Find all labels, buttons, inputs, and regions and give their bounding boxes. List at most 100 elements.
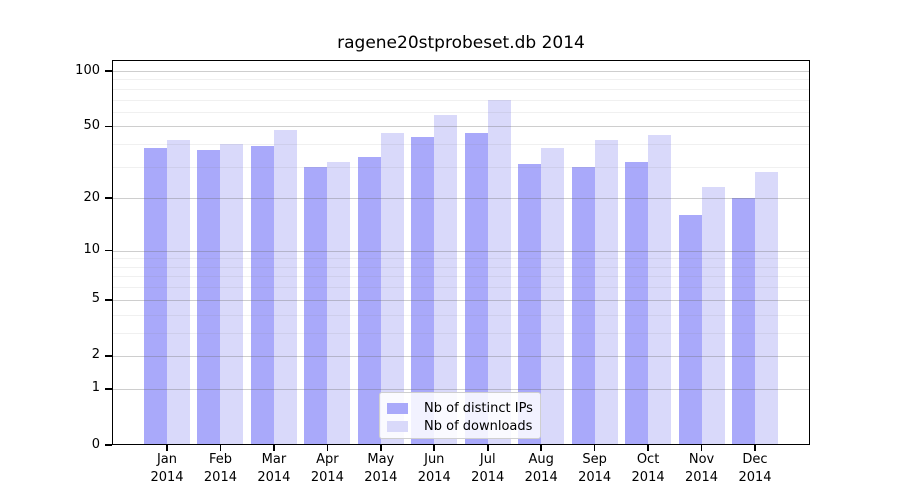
x-tick-mark-aug bbox=[540, 445, 542, 451]
bar-distinct-ips-mar bbox=[250, 146, 274, 445]
y-gridline-minor-40 bbox=[113, 144, 809, 146]
bar-downloads-may bbox=[380, 132, 404, 445]
bar-downloads-apr bbox=[327, 161, 351, 445]
x-label-year: 2014 bbox=[738, 469, 772, 485]
y-tick-mark-10 bbox=[105, 249, 112, 252]
plot-frame bbox=[112, 60, 810, 445]
y-gridline-minor-4 bbox=[113, 314, 809, 316]
x-label-year: 2014 bbox=[257, 469, 291, 485]
y-gridline-minor-8 bbox=[113, 266, 809, 268]
x-label-year: 2014 bbox=[471, 469, 505, 485]
x-label-year: 2014 bbox=[684, 469, 719, 485]
x-tick-mark-feb bbox=[219, 445, 222, 451]
bar-distinct-ips-aug bbox=[518, 164, 542, 445]
bar-distinct-ips-dec bbox=[732, 198, 755, 445]
bar-downloads-jul bbox=[487, 99, 511, 445]
y-gridline-minor-6 bbox=[113, 287, 809, 289]
x-tick-mark-jan bbox=[166, 445, 168, 451]
bar-distinct-ips-nov bbox=[678, 215, 702, 445]
x-axis-label-dec: Dec 2014 bbox=[723, 451, 787, 486]
x-axis-label-may: May 2014 bbox=[349, 451, 413, 486]
x-axis-label-feb: Feb 2014 bbox=[188, 451, 252, 486]
y-gridline-minor-30 bbox=[113, 166, 809, 168]
bar-distinct-ips-jan bbox=[144, 148, 167, 445]
y-tick-mark-20 bbox=[105, 197, 112, 200]
x-label-month: Sep bbox=[582, 452, 607, 467]
x-axis-label-apr: Apr 2014 bbox=[295, 451, 359, 486]
bar-downloads-aug bbox=[541, 148, 565, 445]
x-label-month: Jul bbox=[479, 452, 496, 467]
x-label-month: Jun bbox=[424, 452, 445, 467]
x-label-month: Dec bbox=[742, 452, 768, 467]
x-label-month: Aug bbox=[528, 452, 554, 467]
chart-title: ragene20stprobeset.db 2014 bbox=[337, 33, 585, 53]
bar-distinct-ips-oct bbox=[625, 161, 649, 445]
bar-distinct-ips-apr bbox=[304, 166, 328, 445]
bar-distinct-ips-jun bbox=[411, 136, 435, 445]
y-gridline-minor-80 bbox=[113, 88, 809, 90]
x-label-month: Nov bbox=[688, 452, 715, 467]
y-gridline-10 bbox=[113, 250, 809, 252]
x-axis-label-oct: Oct 2014 bbox=[616, 451, 680, 486]
x-axis-label-nov: Nov 2014 bbox=[670, 451, 734, 486]
x-tick-mark-apr bbox=[326, 445, 329, 451]
bar-distinct-ips-jul bbox=[464, 132, 488, 445]
y-axis-label-5: 5 bbox=[91, 291, 100, 307]
y-tick-mark-2 bbox=[105, 355, 112, 357]
bar-downloads-jun bbox=[434, 114, 458, 445]
x-label-year: 2014 bbox=[203, 469, 237, 485]
x-tick-mark-jun bbox=[433, 445, 436, 451]
legend-swatch-downloads bbox=[387, 420, 408, 432]
x-label-month: Feb bbox=[208, 452, 232, 467]
bar-downloads-feb bbox=[220, 144, 244, 445]
x-tick-mark-jul bbox=[486, 445, 489, 451]
x-tick-mark-sep bbox=[593, 445, 596, 451]
y-tick-mark-1 bbox=[105, 388, 112, 390]
y-gridline-20 bbox=[113, 198, 809, 200]
legend-label-downloads: Nb of downloads bbox=[424, 418, 533, 434]
x-axis-label-mar: Mar 2014 bbox=[242, 451, 306, 486]
y-tick-mark-100 bbox=[105, 70, 112, 72]
x-tick-mark-nov bbox=[700, 445, 703, 451]
y-axis-label-100: 100 bbox=[75, 62, 100, 78]
legend-row-downloads: Nb of downloads bbox=[387, 417, 540, 435]
x-label-month: Mar bbox=[261, 452, 287, 467]
x-label-month: Apr bbox=[316, 452, 339, 467]
x-label-month: May bbox=[367, 452, 395, 467]
x-label-year: 2014 bbox=[310, 469, 344, 485]
x-axis-label-jul: Jul 2014 bbox=[456, 451, 520, 486]
bar-downloads-oct bbox=[648, 134, 672, 445]
x-label-year: 2014 bbox=[364, 469, 398, 485]
y-gridline-minor-60 bbox=[113, 111, 809, 113]
y-gridline-100 bbox=[113, 71, 809, 72]
y-gridline-minor-9 bbox=[113, 258, 809, 260]
y-gridline-1 bbox=[113, 388, 809, 390]
x-axis-label-jun: Jun 2014 bbox=[402, 451, 466, 486]
y-gridline-2 bbox=[113, 355, 809, 357]
x-label-year: 2014 bbox=[578, 469, 612, 485]
y-axis-label-20: 20 bbox=[83, 189, 100, 205]
bar-distinct-ips-feb bbox=[197, 150, 221, 445]
y-axis-label-50: 50 bbox=[83, 117, 100, 133]
y-axis-label-10: 10 bbox=[83, 242, 100, 258]
x-axis-label-jan: Jan 2014 bbox=[135, 451, 199, 486]
x-label-year: 2014 bbox=[417, 469, 451, 485]
bar-downloads-jan bbox=[167, 140, 190, 445]
x-axis-label-aug: Aug 2014 bbox=[509, 451, 573, 486]
x-tick-mark-dec bbox=[754, 445, 756, 451]
y-tick-mark-5 bbox=[105, 298, 112, 301]
legend: Nb of distinct IPs Nb of downloads bbox=[379, 392, 541, 439]
bar-distinct-ips-may bbox=[357, 156, 381, 445]
x-label-month: Oct bbox=[636, 452, 660, 467]
bar-downloads-nov bbox=[701, 187, 725, 445]
y-axis-label-1: 1 bbox=[91, 380, 100, 396]
x-label-month: Jan bbox=[156, 452, 178, 467]
y-gridline-5 bbox=[113, 299, 809, 301]
bar-downloads-sep bbox=[594, 140, 618, 445]
x-tick-mark-mar bbox=[273, 445, 275, 451]
y-gridline-minor-70 bbox=[113, 99, 809, 101]
legend-label-distinct-ips: Nb of distinct IPs bbox=[424, 400, 533, 416]
bar-distinct-ips-sep bbox=[571, 166, 595, 445]
legend-swatch-distinct-ips bbox=[387, 402, 408, 414]
